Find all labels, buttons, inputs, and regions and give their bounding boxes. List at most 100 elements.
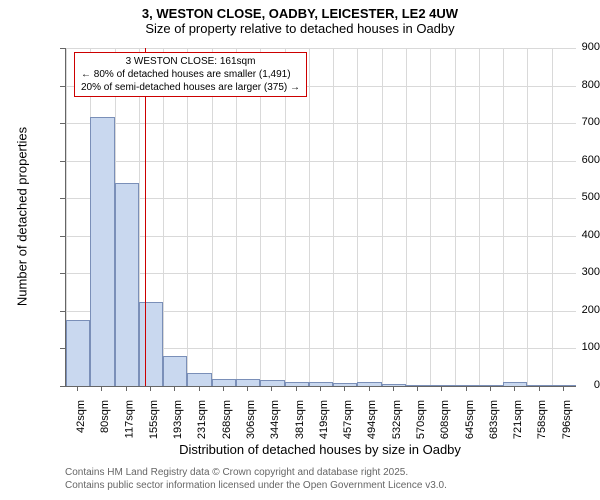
page-subtitle: Size of property relative to detached ho… bbox=[0, 21, 600, 36]
grid-line-horizontal bbox=[66, 161, 576, 162]
property-marker-line bbox=[145, 48, 146, 386]
x-tick-label: 570sqm bbox=[415, 400, 427, 439]
footer-line-2: Contains public sector information licen… bbox=[65, 479, 447, 492]
histogram-bar bbox=[163, 356, 187, 386]
x-tick-label: 457sqm bbox=[342, 400, 354, 439]
grid-line-vertical bbox=[430, 48, 431, 386]
x-tick-label: 683sqm bbox=[488, 400, 500, 439]
grid-line-horizontal bbox=[66, 48, 576, 49]
grid-line-vertical bbox=[260, 48, 261, 386]
x-tick-mark bbox=[199, 386, 200, 391]
y-tick-label: 0 bbox=[545, 379, 600, 391]
footer-attribution: Contains HM Land Registry data © Crown c… bbox=[65, 466, 447, 492]
histogram-bar bbox=[187, 373, 211, 386]
callout-line-1: 3 WESTON CLOSE: 161sqm bbox=[81, 55, 300, 68]
histogram-bar bbox=[455, 385, 479, 386]
grid-line-horizontal bbox=[66, 273, 576, 274]
x-tick-mark bbox=[126, 386, 127, 391]
x-tick-mark bbox=[441, 386, 442, 391]
histogram-bar bbox=[382, 384, 406, 386]
y-tick-label: 500 bbox=[545, 191, 600, 203]
grid-line-vertical bbox=[527, 48, 528, 386]
x-axis-label: Distribution of detached houses by size … bbox=[65, 442, 575, 457]
grid-line-vertical bbox=[479, 48, 480, 386]
y-tick-mark bbox=[60, 161, 65, 162]
x-tick-mark bbox=[490, 386, 491, 391]
y-tick-label: 400 bbox=[545, 229, 600, 241]
y-tick-mark bbox=[60, 311, 65, 312]
grid-line-horizontal bbox=[66, 123, 576, 124]
histogram-bar bbox=[212, 379, 236, 387]
x-tick-label: 758sqm bbox=[537, 400, 549, 439]
grid-line-vertical bbox=[212, 48, 213, 386]
y-tick-label: 800 bbox=[545, 79, 600, 91]
x-tick-mark bbox=[514, 386, 515, 391]
callout-box: 3 WESTON CLOSE: 161sqm← 80% of detached … bbox=[74, 52, 307, 97]
x-tick-mark bbox=[101, 386, 102, 391]
grid-line-vertical bbox=[333, 48, 334, 386]
x-tick-label: 721sqm bbox=[512, 400, 524, 439]
x-tick-mark bbox=[296, 386, 297, 391]
grid-line-vertical bbox=[455, 48, 456, 386]
grid-line-horizontal bbox=[66, 198, 576, 199]
x-tick-mark bbox=[344, 386, 345, 391]
grid-line-horizontal bbox=[66, 236, 576, 237]
x-tick-label: 155sqm bbox=[148, 400, 160, 439]
y-tick-mark bbox=[60, 198, 65, 199]
x-tick-label: 306sqm bbox=[245, 400, 257, 439]
x-tick-mark bbox=[223, 386, 224, 391]
y-tick-mark bbox=[60, 86, 65, 87]
x-tick-label: 796sqm bbox=[561, 400, 573, 439]
x-tick-label: 645sqm bbox=[464, 400, 476, 439]
x-tick-mark bbox=[271, 386, 272, 391]
x-tick-mark bbox=[174, 386, 175, 391]
callout-line-2: ← 80% of detached houses are smaller (1,… bbox=[81, 68, 300, 81]
grid-line-vertical bbox=[285, 48, 286, 386]
histogram-bar bbox=[357, 382, 381, 387]
x-tick-label: 494sqm bbox=[367, 400, 379, 439]
x-tick-label: 381sqm bbox=[294, 400, 306, 439]
y-tick-mark bbox=[60, 48, 65, 49]
histogram-bar bbox=[430, 385, 454, 386]
histogram-bar bbox=[503, 382, 527, 386]
x-tick-label: 608sqm bbox=[439, 400, 451, 439]
grid-line-vertical bbox=[552, 48, 553, 386]
x-tick-mark bbox=[150, 386, 151, 391]
x-tick-label: 80sqm bbox=[99, 400, 111, 433]
x-tick-label: 268sqm bbox=[221, 400, 233, 439]
grid-line-vertical bbox=[357, 48, 358, 386]
x-tick-mark bbox=[466, 386, 467, 391]
callout-line-3: 20% of semi-detached houses are larger (… bbox=[81, 81, 300, 94]
histogram-bar bbox=[406, 385, 430, 386]
y-tick-label: 600 bbox=[545, 154, 600, 166]
grid-line-vertical bbox=[406, 48, 407, 386]
y-tick-mark bbox=[60, 236, 65, 237]
y-axis-label: Number of detached properties bbox=[15, 117, 30, 317]
histogram-bar bbox=[285, 382, 309, 387]
y-tick-label: 200 bbox=[545, 304, 600, 316]
x-tick-mark bbox=[369, 386, 370, 391]
y-tick-mark bbox=[60, 348, 65, 349]
page-title: 3, WESTON CLOSE, OADBY, LEICESTER, LE2 4… bbox=[0, 0, 600, 21]
x-tick-label: 42sqm bbox=[75, 400, 87, 433]
grid-line-vertical bbox=[236, 48, 237, 386]
histogram-bar bbox=[260, 380, 284, 386]
grid-line-vertical bbox=[309, 48, 310, 386]
histogram-bar bbox=[66, 320, 90, 386]
x-tick-label: 231sqm bbox=[197, 400, 209, 439]
chart-plot-area: 3 WESTON CLOSE: 161sqm← 80% of detached … bbox=[65, 48, 576, 387]
footer-line-1: Contains HM Land Registry data © Crown c… bbox=[65, 466, 447, 479]
x-tick-mark bbox=[539, 386, 540, 391]
y-tick-mark bbox=[60, 386, 65, 387]
y-tick-label: 900 bbox=[545, 41, 600, 53]
grid-line-vertical bbox=[503, 48, 504, 386]
histogram-bar bbox=[236, 379, 260, 386]
x-tick-mark bbox=[247, 386, 248, 391]
x-tick-mark bbox=[77, 386, 78, 391]
x-tick-label: 193sqm bbox=[172, 400, 184, 439]
y-tick-mark bbox=[60, 273, 65, 274]
grid-line-vertical bbox=[382, 48, 383, 386]
x-tick-label: 419sqm bbox=[318, 400, 330, 439]
histogram-bar bbox=[115, 183, 139, 386]
grid-line-vertical bbox=[163, 48, 164, 386]
